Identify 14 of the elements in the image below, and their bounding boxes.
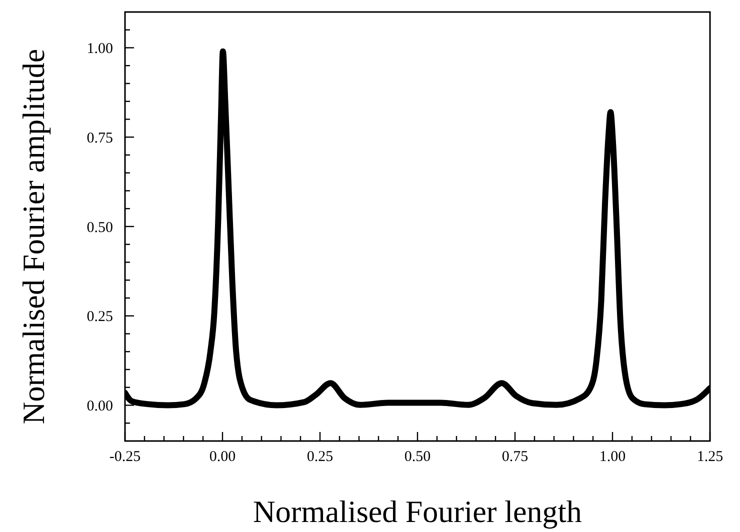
y-tick-label: 0.75 (86, 130, 113, 146)
x-axis-title: Normalised Fourier length (253, 494, 582, 529)
x-tick-label: 0.00 (209, 449, 236, 465)
x-tick-label: 1.00 (599, 449, 626, 465)
y-tick-label: 0.00 (86, 398, 113, 414)
x-tick-label: 0.75 (502, 449, 528, 465)
x-tick-label: 0.25 (306, 449, 334, 465)
y-tick-label: 1.00 (86, 41, 113, 57)
x-tick-label: -0.25 (109, 449, 141, 465)
y-tick-label: 0.25 (86, 309, 113, 326)
x-tick-label: 1.25 (696, 449, 724, 465)
x-tick-label: 0.50 (404, 449, 431, 465)
y-tick-label: 0.50 (86, 220, 113, 236)
y-axis-title: Normalised Fourier amplitude (16, 48, 51, 424)
